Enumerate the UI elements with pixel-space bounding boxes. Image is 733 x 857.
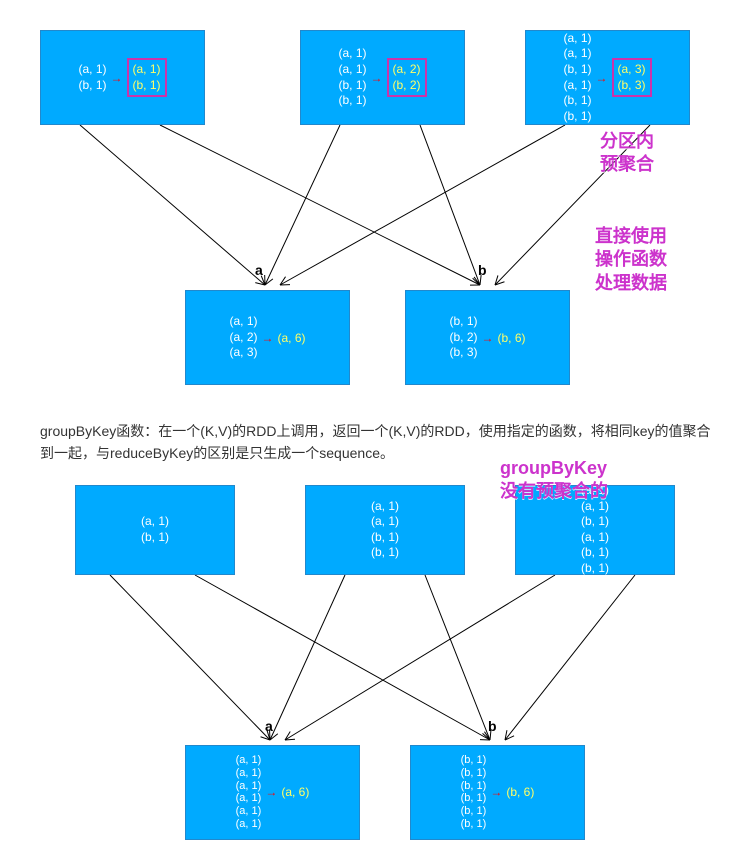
paragraph-row: groupByKey函数：在一个(K,V)的RDD上调用，返回一个(K,V)的R… bbox=[10, 420, 723, 465]
pre-aggregated-box: (a, 1)(b, 1) bbox=[127, 58, 167, 97]
group-by-key-diagram: (a, 1)(b, 1)(a, 1)(a, 1)(b, 1)(b, 1)(a, … bbox=[10, 475, 723, 845]
result-value: (a, 6) bbox=[278, 331, 306, 345]
tuple-label: (a, 1) bbox=[236, 780, 262, 793]
tuple-label: (b, 1) bbox=[581, 545, 609, 561]
tuple-label: (b, 2) bbox=[449, 330, 477, 346]
arrow-right-icon: → bbox=[262, 331, 274, 345]
tuple-label: (a, 3) bbox=[229, 345, 257, 361]
tuple-label: (b, 1) bbox=[133, 78, 161, 94]
tuple-label: (b, 1) bbox=[461, 805, 487, 818]
result-box-1: (b, 1)(b, 1)(b, 1)(b, 1)(b, 1)(b, 1)→(b,… bbox=[410, 745, 585, 840]
tuple-label: (b, 1) bbox=[461, 767, 487, 780]
tuple-label: (a, 1) bbox=[563, 78, 591, 94]
tuple-label: (b, 1) bbox=[563, 93, 591, 109]
tuple-label: (b, 1) bbox=[461, 792, 487, 805]
reduce-by-key-diagram: (a, 1)(b, 1)→(a, 1)(b, 1)(a, 1)(a, 1)(b,… bbox=[10, 10, 723, 410]
tuple-label: (a, 1) bbox=[236, 818, 262, 831]
tuple-label: (b, 1) bbox=[563, 62, 591, 78]
node-label: b bbox=[488, 718, 497, 734]
annotation-label: 直接使用操作函数处理数据 bbox=[595, 225, 667, 295]
tuple-label: (a, 1) bbox=[563, 31, 591, 47]
tuple-label: (b, 1) bbox=[78, 78, 106, 94]
arrow-right-icon: → bbox=[490, 785, 502, 799]
tuple-label: (b, 1) bbox=[581, 514, 609, 530]
tuple-label: (a, 1) bbox=[141, 514, 169, 530]
arrow-right-icon: → bbox=[111, 71, 123, 85]
tuple-label: (b, 1) bbox=[461, 818, 487, 831]
arrow-right-icon: → bbox=[265, 785, 277, 799]
tuple-label: (b, 1) bbox=[141, 530, 169, 546]
paragraph-text: groupByKey函数：在一个(K,V)的RDD上调用，返回一个(K,V)的R… bbox=[40, 420, 713, 465]
tuple-label: (a, 1) bbox=[236, 767, 262, 780]
tuple-label: (a, 1) bbox=[78, 62, 106, 78]
tuple-label: (a, 1) bbox=[229, 314, 257, 330]
tuple-label: (a, 1) bbox=[371, 499, 399, 515]
result-value: (a, 6) bbox=[281, 785, 309, 799]
pre-aggregated-box: (a, 3)(b, 3) bbox=[612, 58, 652, 97]
tuple-label: (a, 1) bbox=[236, 805, 262, 818]
tuple-label: (a, 1) bbox=[371, 514, 399, 530]
pre-aggregated-box: (a, 2)(b, 2) bbox=[387, 58, 427, 97]
partition-box-0: (a, 1)(b, 1) bbox=[75, 485, 235, 575]
tuple-label: (b, 1) bbox=[461, 780, 487, 793]
partition-box-1: (a, 1)(a, 1)(b, 1)(b, 1)→(a, 2)(b, 2) bbox=[300, 30, 465, 125]
tuple-label: (a, 3) bbox=[618, 62, 646, 78]
tuple-label: (b, 1) bbox=[338, 78, 366, 94]
annotation-label: groupByKey没有预聚合的 bbox=[500, 457, 608, 504]
annotation-label: 分区内预聚合 bbox=[600, 130, 654, 177]
result-box-0: (a, 1)(a, 2)(a, 3) → (a, 6) bbox=[185, 290, 350, 385]
tuple-label: (b, 1) bbox=[581, 561, 609, 577]
tuple-label: (a, 1) bbox=[338, 62, 366, 78]
result-box-1: (b, 1)(b, 2)(b, 3) → (b, 6) bbox=[405, 290, 570, 385]
node-label: b bbox=[478, 262, 487, 278]
result-value: (b, 6) bbox=[506, 785, 534, 799]
tuple-label: (a, 1) bbox=[133, 62, 161, 78]
result-value: (b, 6) bbox=[498, 331, 526, 345]
tuple-label: (b, 1) bbox=[449, 314, 477, 330]
arrow-right-icon: → bbox=[371, 71, 383, 85]
tuple-label: (b, 1) bbox=[563, 109, 591, 125]
tuple-label: (a, 2) bbox=[229, 330, 257, 346]
partition-box-1: (a, 1)(a, 1)(b, 1)(b, 1) bbox=[305, 485, 465, 575]
node-label: a bbox=[265, 718, 273, 734]
arrow-right-icon: → bbox=[596, 71, 608, 85]
result-box-0: (a, 1)(a, 1)(a, 1)(a, 1)(a, 1)(a, 1)→(a,… bbox=[185, 745, 360, 840]
tuple-label: (a, 1) bbox=[338, 46, 366, 62]
tuple-label: (a, 1) bbox=[581, 530, 609, 546]
tuple-label: (a, 1) bbox=[236, 792, 262, 805]
tuple-label: (b, 1) bbox=[371, 530, 399, 546]
partition-box-0: (a, 1)(b, 1)→(a, 1)(b, 1) bbox=[40, 30, 205, 125]
tuple-label: (a, 1) bbox=[563, 46, 591, 62]
tuple-label: (a, 2) bbox=[393, 62, 421, 78]
partition-box-2: (a, 1)(a, 1)(b, 1)(a, 1)(b, 1)(b, 1)→(a,… bbox=[525, 30, 690, 125]
arrow-right-icon: → bbox=[482, 331, 494, 345]
tuple-label: (b, 2) bbox=[393, 78, 421, 94]
tuple-label: (b, 1) bbox=[461, 754, 487, 767]
tuple-label: (a, 1) bbox=[236, 754, 262, 767]
tuple-label: (b, 1) bbox=[338, 93, 366, 109]
node-label: a bbox=[255, 262, 263, 278]
tuple-label: (b, 3) bbox=[618, 78, 646, 94]
tuple-label: (b, 1) bbox=[371, 545, 399, 561]
tuple-label: (b, 3) bbox=[449, 345, 477, 361]
